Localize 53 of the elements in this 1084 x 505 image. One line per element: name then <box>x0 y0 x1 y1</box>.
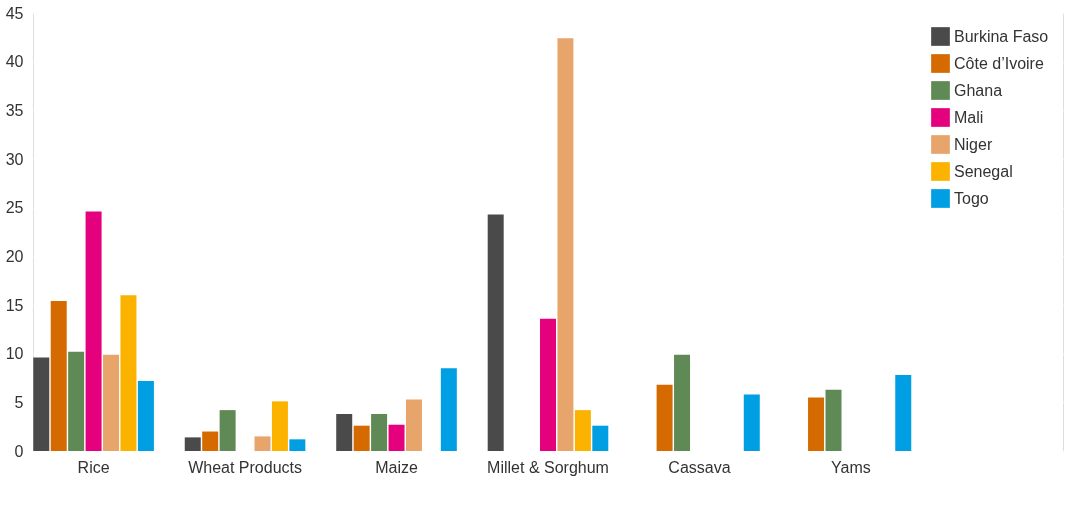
legend-label: Senegal <box>954 162 1013 180</box>
bar <box>50 301 67 451</box>
x-tick-label: Rice <box>77 458 110 476</box>
bar <box>540 318 556 451</box>
bar <box>895 375 912 451</box>
bar <box>68 351 85 451</box>
x-tick-label: Millet & Sorghum <box>487 458 609 476</box>
legend-label: Niger <box>954 135 993 153</box>
y-tick-label: 25 <box>5 199 24 217</box>
bar <box>33 357 50 451</box>
bar <box>487 214 504 451</box>
bar <box>388 424 405 451</box>
bar <box>743 394 760 451</box>
bar <box>656 384 673 451</box>
legend-label: Côte d’Ivoire <box>954 54 1044 72</box>
bar <box>440 368 457 451</box>
y-tick-label: 35 <box>5 101 24 119</box>
legend-label: Ghana <box>954 81 1003 99</box>
bar <box>184 437 201 451</box>
bar <box>557 38 574 451</box>
y-tick-label: 20 <box>5 247 24 265</box>
bar <box>371 414 388 451</box>
legend-label: Burkina Faso <box>954 27 1049 45</box>
legend-label: Togo <box>954 189 989 207</box>
bar <box>219 410 236 451</box>
bar <box>825 389 842 451</box>
x-tick-label: Wheat Products <box>188 458 302 476</box>
x-tick-label: Cassava <box>668 458 731 476</box>
bar <box>405 399 422 451</box>
bar <box>336 414 353 451</box>
bar <box>353 425 370 451</box>
y-tick-label: 15 <box>5 296 24 314</box>
y-tick-label: 45 <box>5 4 24 22</box>
bar <box>103 354 120 451</box>
x-tick-label: Maize <box>375 458 418 476</box>
bar <box>592 425 609 451</box>
bar <box>574 410 591 451</box>
bar <box>674 354 691 451</box>
y-tick-label: 10 <box>5 345 24 363</box>
bar <box>120 295 137 451</box>
y-tick-label: 0 <box>14 442 24 460</box>
y-tick-label: 30 <box>5 150 24 168</box>
bar <box>254 436 271 451</box>
x-tick-label: Yams <box>831 458 871 476</box>
bar <box>271 401 288 451</box>
legend-label: Mali <box>954 108 984 126</box>
bar <box>289 439 306 451</box>
bar <box>808 397 825 451</box>
bar <box>85 211 102 451</box>
bar <box>137 380 154 451</box>
y-tick-label: 40 <box>5 53 24 71</box>
y-tick-label: 5 <box>14 393 24 411</box>
bar <box>202 431 219 451</box>
